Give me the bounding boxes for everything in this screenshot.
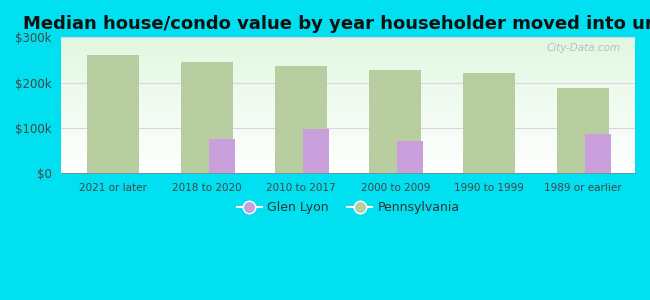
Title: Median house/condo value by year householder moved into unit: Median house/condo value by year househo…	[23, 15, 650, 33]
Bar	[463, 73, 515, 173]
Bar	[276, 66, 327, 173]
Bar	[302, 130, 329, 173]
Legend: Glen Lyon, Pennsylvania: Glen Lyon, Pennsylvania	[232, 196, 464, 219]
Bar	[209, 140, 235, 173]
Bar	[585, 134, 611, 173]
Bar	[181, 62, 233, 173]
Bar	[396, 141, 423, 173]
Bar	[558, 88, 609, 173]
Text: City-Data.com: City-Data.com	[547, 43, 621, 53]
Bar	[369, 70, 421, 173]
Bar	[87, 55, 139, 173]
